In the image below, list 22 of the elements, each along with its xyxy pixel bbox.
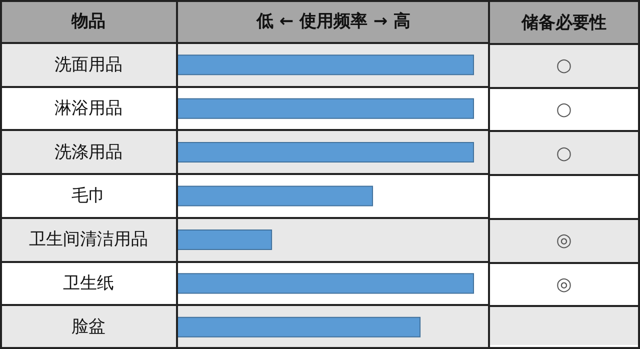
category-label: ◎ <box>556 230 572 252</box>
category-label: ◎ <box>556 274 572 295</box>
x-axis-title: 低 ← 使用频率 → 高 <box>255 12 411 32</box>
bar <box>177 229 272 250</box>
bar <box>177 186 374 206</box>
category-label: ○ <box>556 142 572 164</box>
y-tick-label: 脸盆 <box>72 317 106 338</box>
y-tick-label: 淋浴用品 <box>54 98 122 119</box>
bar <box>177 142 474 163</box>
text: 储备必要性 <box>522 12 606 34</box>
bar <box>177 98 474 119</box>
bar <box>177 273 474 294</box>
y-tick-label: 毛巾 <box>72 186 106 206</box>
category-label: ○ <box>556 55 572 76</box>
y-tick-label: 卫生间清洁用品 <box>29 230 148 250</box>
y-tick-label: 洗涤用品 <box>54 142 122 162</box>
y-tick-label: 卫生纸 <box>63 273 114 294</box>
bar <box>177 316 421 338</box>
bar <box>177 54 474 76</box>
y-tick-label: 洗面用品 <box>54 54 122 75</box>
y-axis-title: 物品 <box>70 12 106 32</box>
category-label: ○ <box>556 99 572 120</box>
